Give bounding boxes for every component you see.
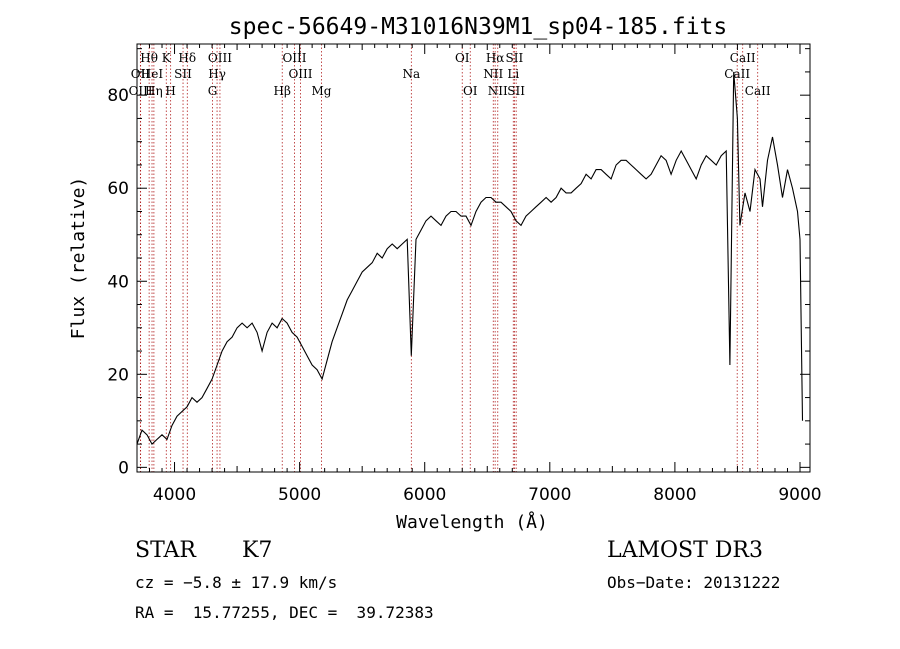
spectral-line-label: Mg <box>312 84 332 98</box>
spectral-line-label: Hδ <box>178 51 196 65</box>
spectral-line-label: OI <box>455 51 470 65</box>
y-tick-label: 80 <box>107 86 129 106</box>
x-tick-label: 9000 <box>778 485 821 505</box>
spectral-line-label: SII <box>174 67 192 81</box>
spectral-line-label: CaII <box>730 51 756 65</box>
observation-date: Obs−Date: 20131222 <box>607 573 781 592</box>
x-tick-label: 6000 <box>403 485 446 505</box>
spectral-line-markers <box>139 44 759 472</box>
spectral-line-label: CaII <box>745 84 771 98</box>
x-tick-label: 5000 <box>278 485 321 505</box>
y-axis-label: Flux (relative) <box>68 177 89 340</box>
spectral-line-label: Hβ <box>274 84 291 98</box>
x-tick-label: 8000 <box>653 485 696 505</box>
y-tick-label: 0 <box>118 458 129 478</box>
x-axis: 4000 5000 6000 7000 8000 9000 <box>149 44 822 505</box>
object-subclass: K7 <box>242 538 273 563</box>
spectral-line-label: CaII <box>724 67 750 81</box>
spectral-line-label: OIII <box>208 51 232 65</box>
spectral-line-label: Hα <box>486 51 505 65</box>
spectral-line-label: Na <box>403 67 421 81</box>
spectral-line-label: HeI <box>141 67 164 81</box>
spectral-line-label: G <box>208 84 218 98</box>
spectral-line-label: Li <box>507 67 519 81</box>
x-tick-label: 4000 <box>153 485 196 505</box>
spectral-line-label: OIII <box>288 67 312 81</box>
spectral-line-label: OIII <box>282 51 306 65</box>
spectral-line-label: H <box>165 84 175 98</box>
spectral-line-label: OIII <box>129 84 153 98</box>
spectral-line-label: NII <box>488 84 508 98</box>
survey-name: LAMOST DR3 <box>607 538 763 563</box>
y-tick-label: 60 <box>107 179 129 199</box>
spectral-line-label: SII <box>506 51 524 65</box>
spectral-line-label: Hθ <box>140 51 158 65</box>
spectral-line-label: Hγ <box>208 67 226 81</box>
spectral-line-label: OI <box>463 84 478 98</box>
object-class: STAR <box>135 538 196 563</box>
spectral-line-label: K <box>162 51 172 65</box>
y-tick-label: 20 <box>107 365 129 385</box>
redshift-cz: cz = −5.8 ± 17.9 km/s <box>135 573 338 592</box>
x-axis-label: Wavelength (Å) <box>396 511 548 533</box>
spectral-line-label: SII <box>507 84 525 98</box>
plot-frame <box>136 43 811 473</box>
spectral-line-label: Hη <box>145 84 163 98</box>
y-tick-label: 40 <box>107 272 129 292</box>
y-axis: 0 20 40 60 80 <box>107 48 810 478</box>
ra-dec-coordinates: RA = 15.77255, DEC = 39.72383 <box>135 603 434 622</box>
spectrum-series-line <box>136 71 804 445</box>
chart-title: spec-56649-M31016N39M1_sp04-185.fits <box>229 14 728 40</box>
spectral-line-label: OII <box>131 67 151 81</box>
spectral-line-label: NII <box>483 67 503 81</box>
x-tick-label: 7000 <box>528 485 571 505</box>
